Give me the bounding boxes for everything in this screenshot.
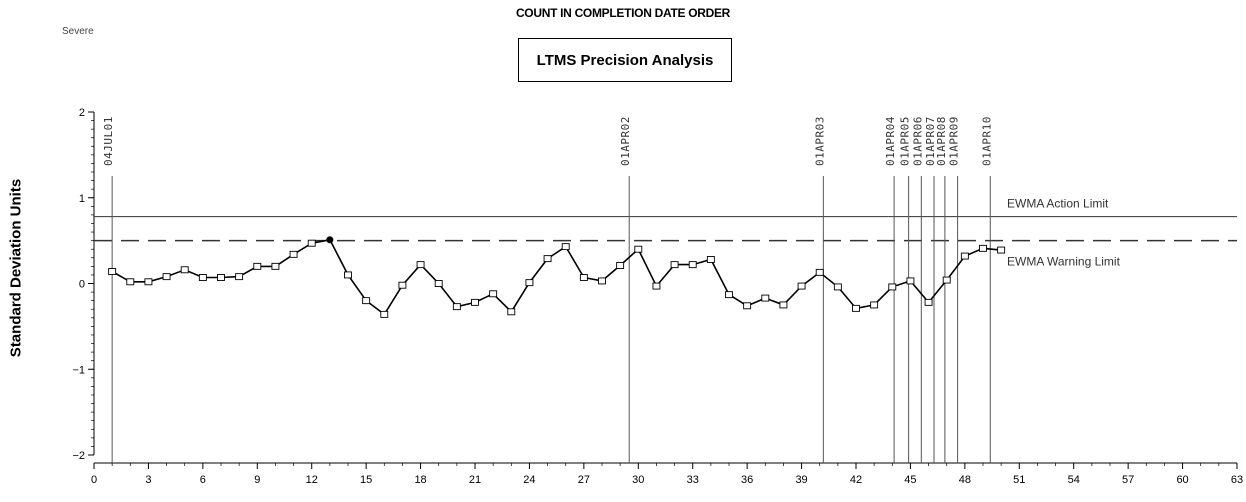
data-point xyxy=(525,279,534,287)
data-point xyxy=(942,276,951,284)
x-tick-label: 33 xyxy=(687,474,699,486)
warning-limit-label: EWMA Warning Limit xyxy=(1007,255,1121,269)
data-point xyxy=(797,282,806,290)
y-tick-label: 2 xyxy=(79,107,85,119)
data-point xyxy=(616,262,625,269)
event-label: 01APR06 xyxy=(911,116,924,166)
x-tick-label: 3 xyxy=(145,474,151,486)
x-tick-label: 42 xyxy=(850,474,862,486)
data-point xyxy=(761,294,770,302)
x-tick-label: 63 xyxy=(1231,474,1243,486)
data-point xyxy=(434,280,443,287)
severity-label: Severe xyxy=(62,26,94,37)
data-point xyxy=(598,277,606,285)
x-tick-label: 45 xyxy=(904,474,916,486)
event-label: 01APR05 xyxy=(899,116,912,166)
data-point xyxy=(253,262,262,270)
x-tick-label: 21 xyxy=(469,474,481,486)
x-tick-label: 18 xyxy=(414,474,426,486)
data-point xyxy=(997,246,1006,254)
data-point xyxy=(235,273,244,281)
data-point xyxy=(271,262,280,270)
x-tick-label: 48 xyxy=(959,474,971,486)
data-point xyxy=(561,243,570,251)
x-tick-label: 51 xyxy=(1013,474,1025,486)
data-point xyxy=(452,303,461,311)
data-point xyxy=(833,283,842,291)
x-tick-label: 6 xyxy=(200,474,206,486)
x-tick-label: 57 xyxy=(1122,474,1134,486)
x-tick-label: 54 xyxy=(1068,474,1080,486)
data-point xyxy=(344,271,352,279)
data-point xyxy=(906,277,915,285)
y-tick-label: −2 xyxy=(72,450,85,462)
data-point xyxy=(217,274,225,281)
data-point xyxy=(652,282,661,290)
y-tick-label: 0 xyxy=(79,279,85,291)
chart-subtitle: COUNT IN COMPLETION DATE ORDER xyxy=(515,6,731,20)
data-point xyxy=(162,273,171,281)
data-point xyxy=(198,274,207,281)
data-point xyxy=(979,244,987,252)
event-label: 01APR03 xyxy=(813,116,826,166)
highlight-point xyxy=(326,236,334,244)
action-limit-label: EWMA Action Limit xyxy=(1007,197,1109,211)
data-point xyxy=(543,255,552,263)
x-tick-label: 39 xyxy=(795,474,807,486)
y-tick-label: −1 xyxy=(72,364,85,376)
data-point xyxy=(307,239,316,247)
data-point xyxy=(960,252,969,260)
x-tick-label: 27 xyxy=(578,474,590,486)
series-line xyxy=(111,238,1002,316)
y-tick-label: 1 xyxy=(79,193,85,205)
data-point xyxy=(688,261,697,269)
data-point xyxy=(416,261,425,269)
x-tick-label: 60 xyxy=(1176,474,1188,486)
data-point xyxy=(489,290,498,298)
event-label: 01APR08 xyxy=(935,116,948,166)
event-label: 01APR09 xyxy=(948,116,961,166)
data-point xyxy=(870,301,879,309)
data-point xyxy=(706,256,715,263)
x-tick-label: 30 xyxy=(632,474,644,486)
data-point xyxy=(471,298,479,306)
data-point xyxy=(289,250,298,258)
data-point xyxy=(779,301,788,309)
data-point xyxy=(579,274,588,281)
data-point xyxy=(888,283,897,291)
event-label: 04JUL01 xyxy=(102,116,115,166)
data-point xyxy=(362,297,371,305)
x-tick-label: 24 xyxy=(523,474,535,486)
x-tick-label: 36 xyxy=(741,474,753,486)
x-tick-label: 12 xyxy=(306,474,318,486)
x-tick-label: 15 xyxy=(360,474,372,486)
data-point xyxy=(126,278,135,286)
data-point xyxy=(634,245,643,253)
data-point xyxy=(144,278,153,286)
event-label: 01APR02 xyxy=(619,116,632,166)
event-label: 01APR04 xyxy=(884,116,897,166)
data-point xyxy=(180,266,189,274)
data-point xyxy=(380,310,389,318)
x-tick-label: 9 xyxy=(254,474,260,486)
data-point xyxy=(670,261,679,269)
data-point xyxy=(725,291,733,299)
data-point xyxy=(507,308,516,316)
event-label: 01APR07 xyxy=(924,116,937,166)
x-tick-label: 0 xyxy=(91,474,97,486)
data-point xyxy=(924,298,933,306)
data-point xyxy=(398,281,407,289)
data-point xyxy=(815,268,824,276)
data-point xyxy=(852,304,860,312)
data-point xyxy=(743,302,752,310)
data-point xyxy=(108,268,117,275)
chart-title: LTMS Precision Analysis xyxy=(536,51,714,69)
chart-title-box: LTMS Precision Analysis xyxy=(518,38,732,82)
event-label: 01APR10 xyxy=(980,116,993,166)
